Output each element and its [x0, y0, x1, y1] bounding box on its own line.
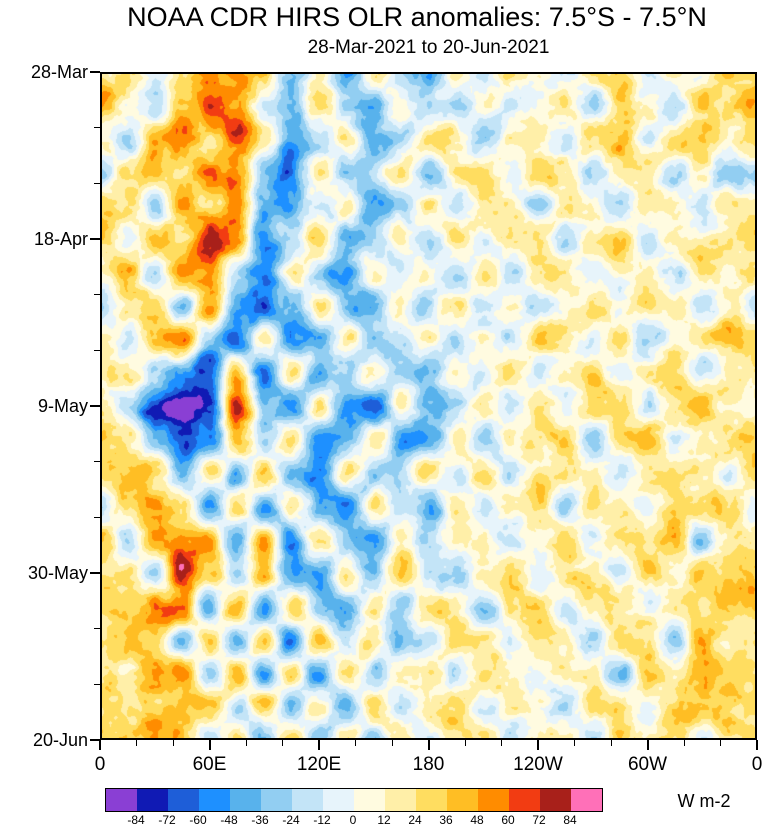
x-minor-tick [610, 740, 612, 746]
colorbar-swatch [292, 789, 323, 811]
chart-title: NOAA CDR HIRS OLR anomalies: 7.5°S - 7.5… [127, 2, 707, 32]
x-tick-label: 60W [627, 754, 668, 775]
x-minor-tick [136, 740, 137, 746]
x-tick-label: 120E [296, 754, 342, 775]
x-major-tick [427, 740, 430, 750]
colorbar-tick-label: 0 [349, 813, 357, 827]
colorbar-swatch [416, 789, 447, 811]
y-tick-label: 9-May [37, 396, 88, 416]
y-tick-label: 18-Apr [33, 229, 88, 249]
x-tick-label: 120W [513, 754, 563, 775]
y-minor-tick [94, 182, 100, 184]
colorbar-swatch [323, 789, 354, 811]
colorbar-swatch [509, 789, 540, 811]
colorbar-swatch [230, 789, 261, 811]
y-minor-tick [94, 516, 100, 518]
plot-area [100, 72, 757, 740]
x-minor-tick [683, 740, 685, 746]
colorbar-swatch [168, 789, 199, 811]
y-major-tick [90, 739, 100, 741]
colorbar-tick-label: 84 [563, 813, 577, 827]
colorbar-swatch [571, 789, 602, 811]
colorbar-tick-label: -72 [158, 813, 176, 827]
x-major-tick [646, 740, 649, 750]
colorbar-swatch [354, 789, 385, 811]
colorbar-tick-label: -84 [127, 813, 145, 827]
colorbar-swatch [447, 789, 478, 811]
colorbar-tick-label: -12 [313, 813, 331, 827]
x-minor-tick [464, 740, 466, 746]
colorbar-tick-label: 24 [408, 813, 422, 827]
x-minor-tick [355, 740, 356, 746]
x-major-tick [208, 740, 211, 750]
colorbar-swatch [540, 789, 571, 811]
colorbar-tick-label: 12 [377, 813, 391, 827]
colorbar [105, 788, 603, 812]
colorbar-units-label: W m-2 [677, 791, 731, 811]
colorbar-swatch [478, 789, 509, 811]
y-major-tick [90, 572, 100, 574]
x-tick-label: 0 [94, 754, 106, 775]
colorbar-swatch [106, 789, 137, 811]
x-minor-tick [574, 740, 575, 746]
colorbar-tick-label: 48 [470, 813, 484, 827]
colorbar-tick-label: 36 [439, 813, 453, 827]
colorbar-tick-label: 72 [532, 813, 546, 827]
y-minor-tick [94, 461, 100, 463]
y-minor-tick [94, 294, 100, 296]
y-major-tick [90, 405, 100, 407]
colorbar-tick-label: -24 [282, 813, 300, 827]
x-major-tick [99, 740, 101, 750]
x-minor-tick [282, 740, 283, 746]
y-major-tick [90, 71, 100, 73]
colorbar-tick-label: -60 [189, 813, 207, 827]
y-tick-label: 20-Jun [32, 730, 88, 750]
x-minor-tick [172, 740, 174, 746]
colorbar-tick-label: -36 [251, 813, 269, 827]
y-tick-label: 30-May [27, 563, 88, 583]
y-minor-tick [94, 628, 100, 630]
x-minor-tick [501, 740, 502, 746]
x-major-tick [318, 740, 320, 750]
colorbar-swatch [385, 789, 416, 811]
y-minor-tick [94, 349, 100, 351]
x-major-tick [537, 740, 539, 750]
x-tick-label: 0 [751, 754, 763, 775]
x-minor-tick [391, 740, 393, 746]
heatmap-canvas [100, 72, 757, 740]
colorbar-swatch [137, 789, 168, 811]
y-minor-tick [94, 683, 100, 685]
y-major-tick [90, 238, 100, 240]
colorbar-tick-label: 60 [501, 813, 515, 827]
colorbar-tick-label: -48 [220, 813, 238, 827]
x-tick-label: 180 [412, 754, 445, 775]
x-tick-label: 60E [192, 754, 227, 775]
y-tick-label: 28-Mar [30, 62, 88, 82]
x-minor-tick [720, 740, 721, 746]
x-major-tick [756, 740, 758, 750]
x-minor-tick [245, 740, 247, 746]
chart-subtitle: 28-Mar-2021 to 20-Jun-2021 [307, 37, 550, 58]
colorbar-swatch [261, 789, 292, 811]
y-minor-tick [94, 127, 100, 129]
colorbar-swatch [199, 789, 230, 811]
